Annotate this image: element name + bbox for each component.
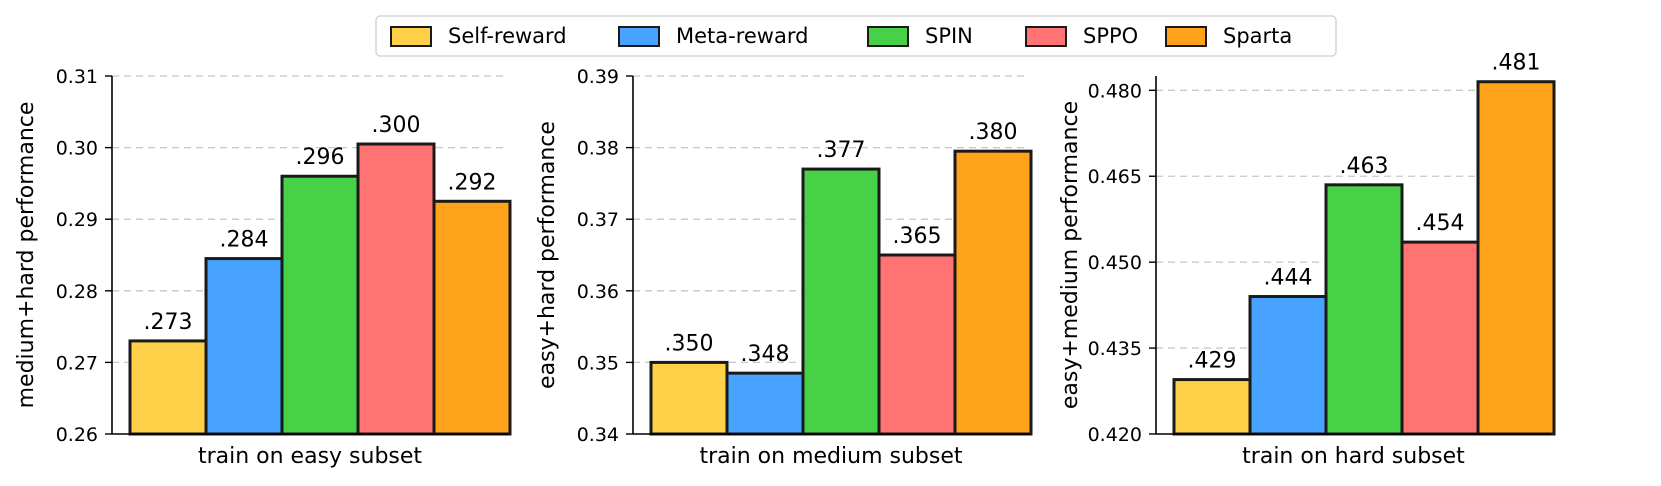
data-label: .350 <box>665 331 714 356</box>
bar-sparta <box>432 199 512 436</box>
y-tick-label: 0.36 <box>577 281 619 303</box>
y-tick-label: 0.37 <box>577 209 619 231</box>
y-tick-label: 0.35 <box>577 352 619 374</box>
bar-self-reward <box>128 339 208 436</box>
data-label: .463 <box>1340 154 1389 179</box>
bar-self-reward <box>649 360 729 436</box>
legend-swatch-0 <box>390 26 432 47</box>
data-label: .377 <box>817 138 866 163</box>
data-label: .292 <box>448 170 497 195</box>
bar-sparta <box>1476 80 1556 436</box>
bar-spin <box>801 167 881 436</box>
chart-panel-0: .273 .284 .296 .300 .292 0.26 0.27 0.28 0.29 0.30… <box>14 66 512 469</box>
data-label: .365 <box>893 224 942 249</box>
data-label: .481 <box>1492 51 1541 76</box>
legend: Self-reward Meta-reward SPIN SPPO Sparta <box>375 15 1337 57</box>
bar-self-reward <box>1172 378 1252 436</box>
chart-panel-2: .429 .444 .463 .454 .481 0.420 0.435 0.450 0.465… <box>1058 51 1556 469</box>
y-tick-label: 0.480 <box>1088 80 1142 102</box>
legend-swatch-1 <box>618 26 660 47</box>
y-tick-label: 0.39 <box>577 66 619 88</box>
bar-meta-reward <box>204 257 284 436</box>
bar-sppo <box>877 253 957 436</box>
bar-sppo <box>356 142 436 436</box>
y-axis-label: easy+hard performance <box>535 121 560 389</box>
legend-label-3: SPPO <box>1083 24 1138 48</box>
y-tick-label: 0.450 <box>1088 252 1142 274</box>
x-axis-label: train on hard subset <box>1242 444 1465 469</box>
y-tick-label: 0.26 <box>56 424 98 446</box>
data-label: .348 <box>741 342 790 367</box>
legend-label-1: Meta-reward <box>676 24 808 48</box>
bar-meta-reward <box>725 371 805 436</box>
data-label: .454 <box>1416 211 1465 236</box>
y-tick-label: 0.34 <box>577 424 619 446</box>
bar-meta-reward <box>1248 295 1328 436</box>
bar-sparta <box>953 149 1033 436</box>
data-label: .300 <box>372 113 421 138</box>
y-axis-label: medium+hard performance <box>14 102 39 409</box>
data-label: .444 <box>1264 266 1313 291</box>
x-axis-label: train on easy subset <box>198 444 422 469</box>
y-tick-label: 0.435 <box>1088 338 1142 360</box>
chart-panels: .273 .284 .296 .300 .292 0.26 0.27 0.28 0.29 0.30… <box>14 51 1556 469</box>
y-axis-label: easy+medium performance <box>1058 101 1083 409</box>
legend-swatch-4 <box>1165 26 1207 47</box>
legend-frame <box>375 15 1337 57</box>
data-label: .380 <box>969 120 1018 145</box>
y-tick-label: 0.31 <box>56 66 98 88</box>
chart-panel-1: .350 .348 .377 .365 .380 0.34 0.35 0.36 0.37 0.38… <box>535 66 1033 469</box>
y-tick-label: 0.28 <box>56 281 98 303</box>
legend-swatch-3 <box>1025 26 1067 47</box>
y-tick-label: 0.29 <box>56 209 98 231</box>
data-label: .429 <box>1188 349 1237 374</box>
legend-label-4: Sparta <box>1223 24 1292 48</box>
x-axis-label: train on medium subset <box>699 444 962 469</box>
y-tick-label: 0.420 <box>1088 424 1142 446</box>
data-label: .284 <box>220 228 269 253</box>
y-tick-label: 0.30 <box>56 138 98 160</box>
y-tick-label: 0.38 <box>577 138 619 160</box>
legend-label-0: Self-reward <box>448 24 567 48</box>
bar-spin <box>1324 183 1404 436</box>
legend-swatch-2 <box>867 26 909 47</box>
bar-sppo <box>1400 240 1480 436</box>
legend-label-2: SPIN <box>925 24 973 48</box>
bar-spin <box>280 174 360 436</box>
data-label: .296 <box>296 145 345 170</box>
data-label: .273 <box>144 310 193 335</box>
y-tick-label: 0.465 <box>1088 166 1142 188</box>
y-tick-label: 0.27 <box>56 352 98 374</box>
